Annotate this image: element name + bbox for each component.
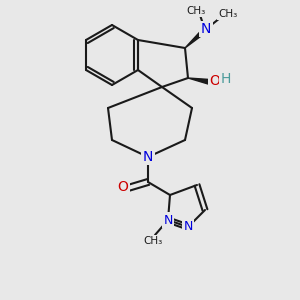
Text: CH₃: CH₃	[218, 9, 238, 19]
Text: N: N	[143, 150, 153, 164]
Text: N: N	[201, 22, 211, 36]
Text: N: N	[163, 214, 173, 226]
Polygon shape	[188, 78, 210, 85]
Text: CH₃: CH₃	[186, 6, 206, 16]
Text: H: H	[221, 72, 231, 86]
Text: N: N	[183, 220, 193, 233]
Text: CH₃: CH₃	[143, 236, 163, 246]
Text: O: O	[210, 74, 220, 88]
Text: O: O	[118, 180, 128, 194]
Polygon shape	[185, 28, 207, 48]
